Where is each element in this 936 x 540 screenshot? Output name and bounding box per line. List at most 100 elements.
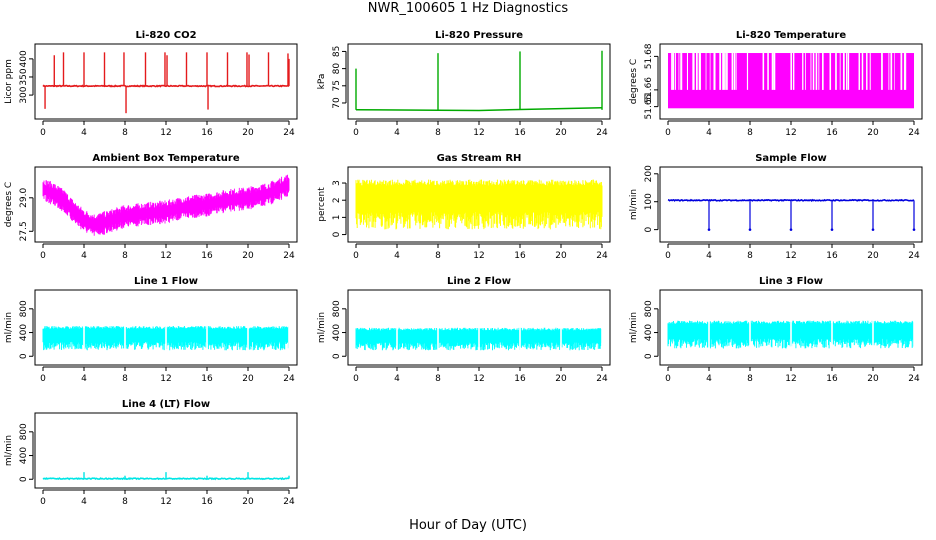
x-tick-label: 16: [201, 374, 213, 384]
y-tick-label: 0: [332, 231, 342, 237]
dip-point: [748, 228, 752, 231]
x-tick-label: 8: [122, 497, 128, 507]
x-tick-label: 24: [283, 374, 295, 384]
x-tick-label: 8: [435, 251, 441, 261]
x-tick-label: 20: [555, 374, 567, 384]
x-tick-label: 24: [908, 128, 920, 138]
x-tick-label: 8: [122, 374, 128, 384]
x-tick-label: 0: [40, 128, 46, 138]
x-tick-label: 8: [435, 374, 441, 384]
x-tick-label: 12: [160, 497, 171, 507]
x-tick-label: 16: [826, 128, 838, 138]
x-tick-label: 0: [40, 374, 46, 384]
series-line: [42, 84, 290, 88]
plot-frame: [34, 412, 298, 489]
x-tick-label: 8: [747, 374, 753, 384]
plot-frame: [347, 43, 611, 120]
y-tick-label: 0: [644, 353, 654, 359]
y-tick-label: 85: [332, 46, 342, 57]
x-tick-label: 4: [81, 374, 87, 384]
x-tick-label: 8: [122, 251, 128, 261]
y-tick-label: 200: [644, 165, 654, 182]
x-tick-label: 16: [826, 251, 838, 261]
x-tick-label: 4: [706, 251, 712, 261]
x-tick-label: 12: [473, 374, 484, 384]
y-tick-label: 70: [332, 97, 342, 109]
y-axis-label: ml/min: [629, 312, 639, 343]
series: [42, 472, 290, 481]
dip-point: [871, 228, 875, 231]
x-tick-label: 0: [665, 374, 671, 384]
x-tick-label: 4: [706, 374, 712, 384]
y-tick-label: 0: [644, 226, 654, 232]
x-tick-label: 0: [353, 128, 359, 138]
y-tick-label: 400: [19, 447, 29, 464]
y-tick-label: 51.65: [644, 94, 654, 120]
y-tick-label: 800: [332, 300, 342, 317]
figure-title: NWR_100605 1 Hz Diagnostics: [367, 1, 569, 16]
y-axis-label: Licor ppm: [4, 59, 14, 104]
x-tick-label: 24: [283, 251, 295, 261]
y-tick-label: 400: [19, 324, 29, 341]
x-tick-label: 12: [160, 128, 171, 138]
y-tick-label: 100: [644, 193, 654, 210]
series: [355, 50, 603, 112]
x-tick-label: 20: [242, 128, 254, 138]
plot-frame: [34, 166, 298, 243]
panel-title: Gas Stream RH: [437, 153, 522, 164]
x-tick-label: 12: [160, 374, 171, 384]
x-tick-label: 20: [242, 497, 254, 507]
x-tick-label: 12: [160, 251, 171, 261]
panel-title: Li-820 Temperature: [736, 30, 846, 41]
y-axis-label: percent: [317, 187, 327, 222]
x-tick-label: 20: [867, 251, 879, 261]
panel-title: Ambient Box Temperature: [92, 153, 239, 164]
series: [42, 325, 290, 353]
y-tick-label: 75: [332, 80, 342, 91]
x-tick-label: 24: [908, 374, 920, 384]
plot-frame: [659, 166, 923, 243]
y-tick-label: 80: [332, 63, 342, 75]
y-tick-label: 27.5: [19, 221, 29, 241]
y-tick-label: 400: [644, 324, 654, 341]
y-tick-label: 0: [19, 476, 29, 482]
plot-frame: [347, 289, 611, 366]
y-tick-label: 3: [332, 180, 342, 186]
x-tick-label: 8: [747, 128, 753, 138]
x-tick-label: 8: [435, 128, 441, 138]
y-axis-label: ml/min: [4, 435, 14, 466]
x-tick-label: 12: [473, 251, 484, 261]
y-tick-label: 2: [332, 197, 342, 203]
figure-xlabel: Hour of Day (UTC): [409, 518, 527, 533]
y-axis-label: ml/min: [4, 312, 14, 343]
x-tick-label: 8: [122, 128, 128, 138]
plot-frame: [34, 43, 298, 120]
x-tick-label: 12: [785, 128, 796, 138]
x-tick-label: 4: [81, 497, 87, 507]
panel-title: Sample Flow: [755, 153, 827, 164]
y-tick-label: 51.68: [644, 43, 654, 69]
series: [42, 52, 290, 114]
x-tick-label: 4: [81, 128, 87, 138]
series: [667, 319, 915, 352]
panel-title: Li-820 Pressure: [435, 30, 523, 41]
x-tick-label: 24: [596, 128, 608, 138]
x-tick-label: 0: [665, 251, 671, 261]
x-tick-label: 12: [785, 251, 796, 261]
x-tick-label: 20: [555, 128, 567, 138]
x-tick-label: 20: [867, 374, 879, 384]
x-tick-label: 12: [473, 128, 484, 138]
panel-3: Li-820 Temperature degrees C 0 4 8 12 16 20 24 51…: [629, 30, 923, 138]
x-tick-label: 24: [283, 497, 295, 507]
dip-point: [789, 228, 793, 231]
y-tick-label: 29.0: [19, 188, 29, 208]
y-tick-label: 800: [19, 300, 29, 317]
x-tick-label: 24: [596, 374, 608, 384]
y-axis-label: degrees C: [4, 182, 14, 227]
y-tick-label: 800: [19, 423, 29, 440]
x-tick-label: 4: [394, 374, 400, 384]
series-line: [355, 107, 603, 112]
series: [42, 174, 290, 236]
plot-frame: [347, 166, 611, 243]
